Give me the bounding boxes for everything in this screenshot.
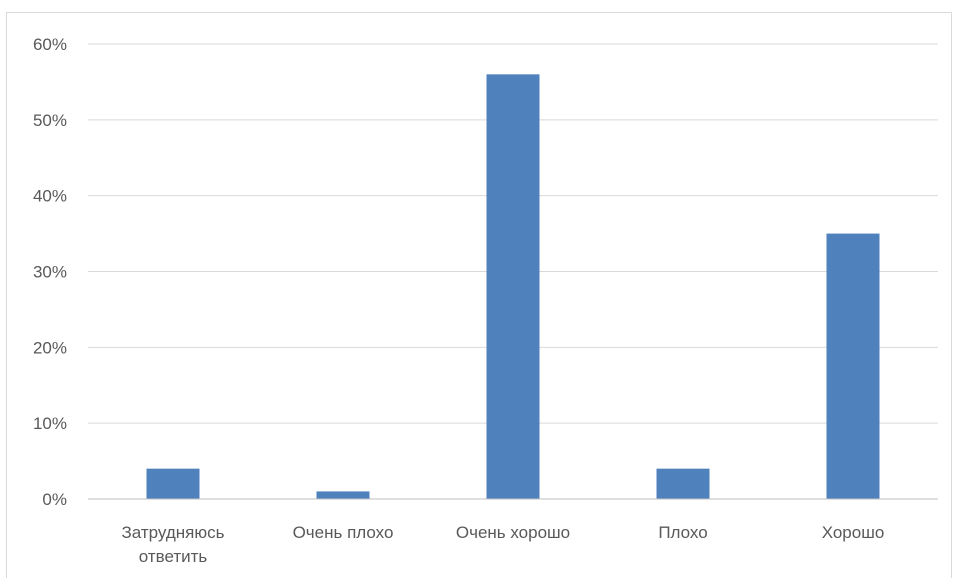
- bar: [486, 74, 540, 499]
- x-category-label: Очень плохо: [293, 523, 394, 542]
- y-tick-label: 60%: [33, 35, 67, 54]
- y-tick-label: 10%: [33, 414, 67, 433]
- y-tick-label: 50%: [33, 111, 67, 130]
- bar: [656, 468, 710, 499]
- x-category-label: ответить: [139, 547, 208, 566]
- bar: [826, 233, 880, 500]
- y-tick-label: 30%: [33, 263, 67, 282]
- bar: [146, 468, 200, 499]
- x-category-label: Плохо: [658, 523, 707, 542]
- x-category-label: Затрудняюсь: [122, 523, 225, 542]
- x-category-label: Хорошо: [822, 523, 885, 542]
- bar: [316, 491, 370, 499]
- x-category-label: Очень хорошо: [456, 523, 570, 542]
- y-tick-label: 20%: [33, 338, 67, 357]
- y-tick-label: 0%: [42, 490, 67, 509]
- y-tick-label: 40%: [33, 187, 67, 206]
